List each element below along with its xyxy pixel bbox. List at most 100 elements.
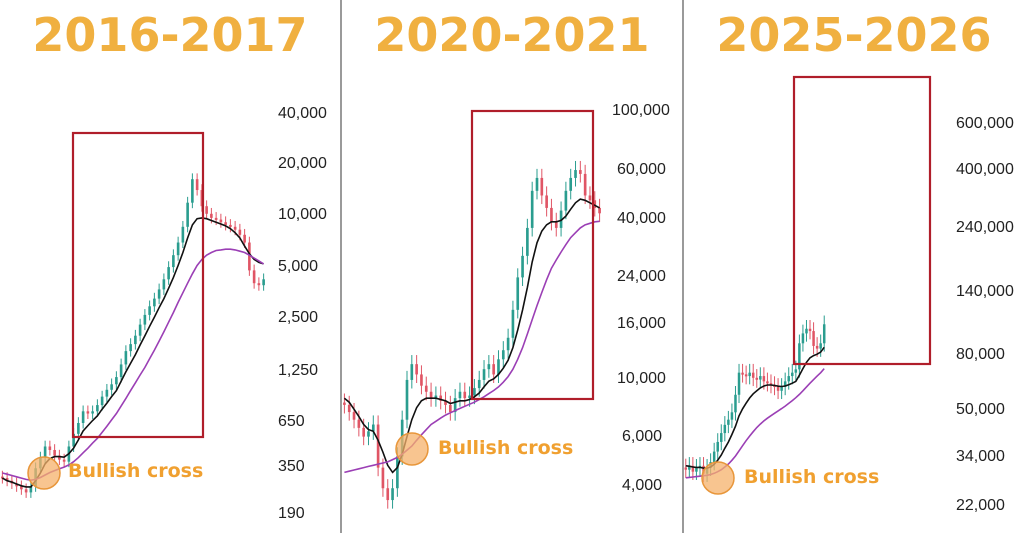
candle-body [396, 456, 399, 489]
highlight-box [71, 131, 205, 439]
candle-body [593, 200, 597, 208]
y-tick-label: 50,000 [956, 401, 1005, 418]
candle-body [157, 289, 161, 299]
candle-body [439, 395, 443, 401]
candle-body [371, 424, 375, 432]
candle-body [1, 476, 4, 479]
candle-body [405, 379, 409, 420]
candle-body [233, 226, 237, 230]
y-tick-label: 20,000 [278, 155, 327, 172]
candle-body [477, 379, 481, 389]
candle-body [453, 398, 457, 413]
y-tick-label: 600,000 [956, 115, 1014, 132]
candle-body [200, 190, 204, 207]
panel-divider [682, 0, 684, 533]
slow-moving-average-line [2, 248, 265, 482]
candle-body [559, 210, 563, 228]
candle-body [115, 377, 118, 385]
candle-body [167, 267, 170, 280]
candle-body [550, 207, 553, 222]
candle-body [822, 324, 826, 344]
y-tick-label: 5,000 [278, 258, 319, 275]
candle-body [429, 391, 433, 399]
candle-body [143, 314, 147, 325]
candle-body [497, 359, 500, 375]
candle-body [449, 404, 452, 413]
y-tick-label: 40,000 [278, 105, 327, 122]
candle-body [72, 433, 75, 447]
candle-body [172, 255, 175, 268]
y-tick-label: 34,000 [956, 448, 1005, 465]
y-tick-label: 10,000 [617, 370, 666, 387]
candle-body [780, 386, 783, 391]
candle-body [744, 374, 748, 377]
candle-body [48, 446, 52, 451]
candle-body [737, 372, 741, 395]
fast-moving-average-line [685, 346, 825, 469]
candle-body [238, 229, 242, 235]
y-tick-label: 4,000 [622, 477, 663, 494]
candle-body [598, 207, 601, 214]
y-tick-label: 6,000 [622, 428, 663, 445]
candle-body [684, 467, 688, 470]
candle-body [410, 364, 414, 380]
y-tick-label: 1,250 [278, 362, 319, 379]
y-tick-label: 100,000 [612, 102, 670, 119]
highlight-box [792, 75, 932, 366]
candle-body [730, 412, 734, 420]
candle-body [5, 478, 9, 481]
candle-body [62, 459, 66, 462]
candle-body [501, 350, 505, 360]
candle-body [812, 331, 815, 346]
candle-body [86, 411, 90, 414]
chart-panel-2020-2021: 2020-2021 100,000 60,000 40,000 24,000 1… [342, 0, 682, 533]
candle-body [434, 395, 438, 399]
highlight-box [470, 109, 595, 401]
candle-body [186, 202, 189, 227]
candle-body [492, 364, 495, 375]
candle-body [458, 391, 462, 399]
candle-body [257, 283, 261, 286]
bullish-cross-marker [27, 456, 61, 490]
candle-body [723, 424, 727, 434]
bullish-cross-label: Bullish cross [744, 466, 880, 488]
candle-body [787, 376, 790, 382]
candle-body [755, 377, 759, 380]
y-tick-label: 16,000 [617, 315, 666, 332]
candle-body [759, 376, 762, 380]
candle-body [554, 221, 558, 228]
candle-body [444, 400, 447, 405]
candle-body [695, 467, 698, 472]
candle-body [162, 279, 166, 290]
candle-body [805, 328, 808, 334]
slow-moving-average-line [685, 368, 825, 479]
candle-body [511, 309, 515, 338]
panel-title: 2025-2026 [716, 8, 992, 62]
bullish-cross-marker [701, 461, 735, 495]
candle-body [96, 405, 99, 412]
bullish-cross-marker [395, 432, 429, 466]
y-tick-label: 350 [278, 458, 305, 475]
slow-moving-average-line [344, 220, 600, 474]
candle-body [176, 242, 180, 256]
y-tick-label: 10,000 [278, 206, 327, 223]
candle-body [138, 324, 142, 336]
candle-body [727, 419, 730, 425]
candle-body [540, 177, 544, 196]
candle-body [53, 450, 56, 456]
candle-body [347, 404, 351, 413]
candle-body [468, 395, 471, 399]
candle-body [579, 170, 582, 174]
candle-body [808, 328, 812, 332]
candle-body [29, 486, 33, 493]
candle-body [248, 242, 251, 271]
candle-body [783, 381, 787, 387]
candle-body [463, 391, 467, 399]
candle-body [224, 222, 227, 225]
candle-body [741, 372, 744, 375]
candle-body [20, 486, 23, 490]
candlestick-plot [343, 109, 601, 509]
y-tick-label: 650 [278, 413, 305, 430]
panel-title: 2016-2017 [32, 8, 308, 62]
candle-body [119, 364, 123, 378]
